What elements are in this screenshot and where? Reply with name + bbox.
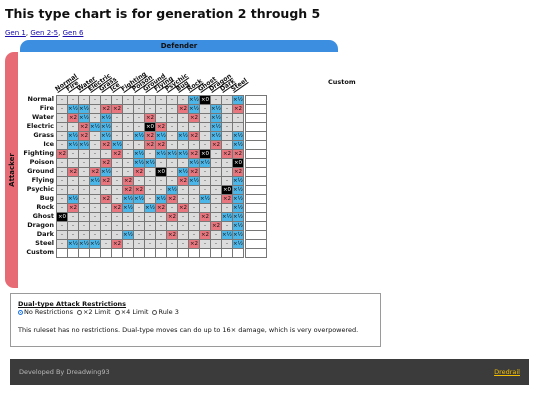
page-title: This type chart is for generation 2 thro… <box>5 6 321 21</box>
custom-row-cell[interactable] <box>232 248 244 258</box>
radio-x2-limit[interactable] <box>76 309 82 315</box>
row-label-grass: Grass <box>33 131 54 139</box>
gen-1-link[interactable]: Gen 1 <box>5 29 26 37</box>
row-label-psychic: Psychic <box>26 185 54 193</box>
option-x2-limit[interactable]: ×2 Limit <box>76 308 111 316</box>
restrictions-options: No Restrictions ×2 Limit ×4 Limit Rule 3 <box>18 308 179 316</box>
attacker-label-wrap: Attacker <box>5 150 18 190</box>
option-no-restrictions[interactable]: No Restrictions <box>18 308 73 316</box>
row-label-water: Water <box>31 113 54 121</box>
row-label-ghost: Ghost <box>32 212 54 220</box>
row-label-dark: Dark <box>36 230 54 238</box>
custom-column-header: Custom <box>328 78 356 86</box>
row-label-custom: Custom <box>26 248 54 256</box>
column-header-steel: Steel <box>229 76 249 93</box>
defender-header: Defender <box>20 40 338 52</box>
developer-credit: Developed By Dreadwing93 <box>19 368 110 376</box>
row-label-electric: Electric <box>26 122 54 130</box>
row-label-fighting: Fighting <box>23 149 54 157</box>
row-label-flying: Flying <box>31 176 54 184</box>
row-label-poison: Poison <box>29 158 54 166</box>
row-label-normal: Normal <box>27 95 55 103</box>
attacker-bar <box>5 52 18 288</box>
row-label-rock: Rock <box>36 203 54 211</box>
attacker-label: Attacker <box>7 153 16 187</box>
row-label-ground: Ground <box>27 167 54 175</box>
radio-no-restrictions[interactable] <box>18 309 23 315</box>
radio-rule-3[interactable] <box>152 309 158 315</box>
row-label-fire: Fire <box>39 104 54 112</box>
option-x4-limit[interactable]: ×4 Limit <box>114 308 148 316</box>
custom-corner-cell[interactable] <box>245 248 267 258</box>
radio-x4-limit[interactable] <box>114 309 120 315</box>
gen-6-link[interactable]: Gen 6 <box>62 29 84 37</box>
row-label-bug: Bug <box>39 194 54 202</box>
restrictions-panel: Dual-type Attack Restrictions No Restric… <box>10 293 381 347</box>
restrictions-description: This ruleset has no restrictions. Dual-t… <box>18 326 359 334</box>
dredrail-link[interactable]: Dredrail <box>494 368 520 376</box>
gen-2-5-link[interactable]: Gen 2-5 <box>30 29 59 37</box>
row-label-dragon: Dragon <box>27 221 54 229</box>
generation-links: Gen 1, Gen 2-5, Gen 6 <box>5 29 84 37</box>
row-label-ice: Ice <box>43 140 54 148</box>
footer: Developed By Dreadwing93 Dredrail <box>10 359 529 385</box>
option-rule-3[interactable]: Rule 3 <box>152 308 179 316</box>
restrictions-title: Dual-type Attack Restrictions <box>18 300 127 308</box>
row-label-steel: Steel <box>35 239 54 247</box>
